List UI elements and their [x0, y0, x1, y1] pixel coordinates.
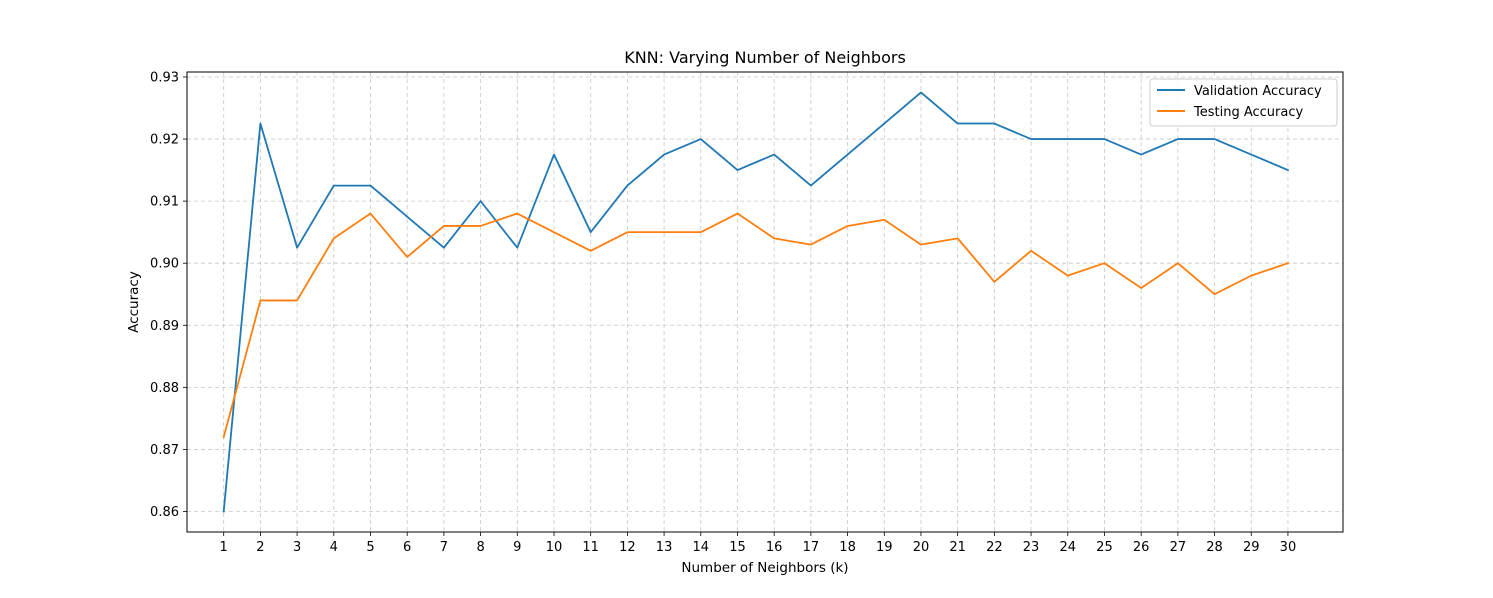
x-tick-label: 2 [256, 540, 264, 555]
series-line-validation-accuracy [222, 91, 1290, 513]
x-tick-label: 24 [1059, 540, 1076, 555]
x-tick-label: 9 [513, 540, 521, 555]
x-tick-label: 19 [876, 540, 893, 555]
legend-label-validation: Validation Accuracy [1194, 84, 1322, 99]
x-tick-label: 13 [656, 540, 673, 555]
plot-area-frame [186, 71, 1344, 533]
x-tick-label: 8 [476, 540, 484, 555]
x-tick-label: 29 [1243, 540, 1260, 555]
x-tick-label: 22 [986, 540, 1003, 555]
x-tick-label: 23 [1023, 540, 1040, 555]
y-tick-label: 0.86 [150, 505, 179, 520]
x-tick-label: 20 [913, 540, 930, 555]
x-tick-label: 4 [330, 540, 338, 555]
legend-box [1149, 78, 1338, 127]
x-tick-label: 14 [693, 540, 710, 555]
x-tick-label: 7 [440, 540, 448, 555]
x-tick-label: 12 [619, 540, 636, 555]
x-tick-label: 30 [1280, 540, 1297, 555]
x-axis-ticks: 1 2 3 4 5 6 7 8 9 10 11 12 13 14 15 16 17 18 19 20 21 22 23 24 2… [220, 532, 1297, 555]
y-tick-label: 0.88 [150, 381, 179, 396]
series-line-testing-accuracy [222, 212, 1290, 439]
y-tick-label: 0.90 [150, 257, 179, 272]
x-tick-label: 28 [1206, 540, 1223, 555]
x-tick-label: 6 [403, 540, 411, 555]
x-tick-label: 10 [546, 540, 563, 555]
x-tick-label: 16 [766, 540, 783, 555]
x-tick-label: 26 [1133, 540, 1150, 555]
x-tick-label: 11 [582, 540, 599, 555]
x-tick-label: 15 [729, 540, 746, 555]
grid [187, 72, 1343, 532]
x-tick-label: 17 [803, 540, 820, 555]
y-tick-label: 0.92 [150, 133, 179, 148]
x-tick-label: 1 [220, 540, 228, 555]
x-tick-label: 5 [366, 540, 374, 555]
chart-title: KNN: Varying Number of Neighbors [624, 48, 906, 67]
y-tick-label: 0.91 [150, 195, 179, 210]
x-tick-label: 27 [1170, 540, 1187, 555]
y-axis-ticks: 0.86 0.87 0.88 0.89 0.90 0.91 0.92 0.93 [150, 70, 187, 520]
y-tick-label: 0.89 [150, 319, 179, 334]
series-lines [222, 91, 1290, 513]
y-tick-label: 0.93 [150, 70, 179, 85]
x-tick-label: 21 [949, 540, 966, 555]
legend: Validation Accuracy Testing Accuracy [1149, 78, 1338, 127]
y-axis-label: Accuracy [126, 271, 142, 333]
x-axis-label: Number of Neighbors (k) [681, 560, 848, 576]
legend-label-testing: Testing Accuracy [1193, 105, 1303, 120]
x-tick-label: 25 [1096, 540, 1113, 555]
x-tick-label: 3 [293, 540, 301, 555]
y-tick-label: 0.87 [150, 443, 179, 458]
x-tick-label: 18 [839, 540, 856, 555]
